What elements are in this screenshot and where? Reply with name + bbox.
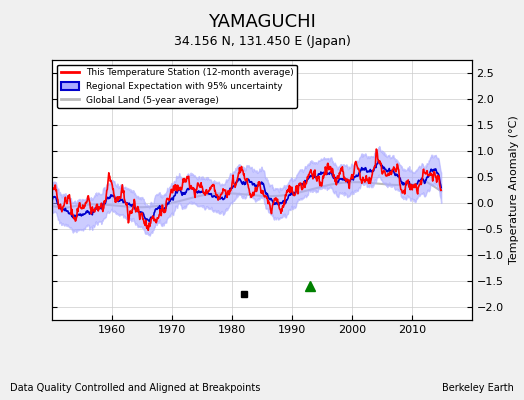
Legend: This Temperature Station (12-month average), Regional Expectation with 95% uncer: This Temperature Station (12-month avera… — [57, 64, 297, 108]
Text: Berkeley Earth: Berkeley Earth — [442, 383, 514, 393]
Text: Data Quality Controlled and Aligned at Breakpoints: Data Quality Controlled and Aligned at B… — [10, 383, 261, 393]
Text: 34.156 N, 131.450 E (Japan): 34.156 N, 131.450 E (Japan) — [173, 36, 351, 48]
Y-axis label: Temperature Anomaly (°C): Temperature Anomaly (°C) — [509, 116, 519, 264]
Text: YAMAGUCHI: YAMAGUCHI — [208, 13, 316, 31]
